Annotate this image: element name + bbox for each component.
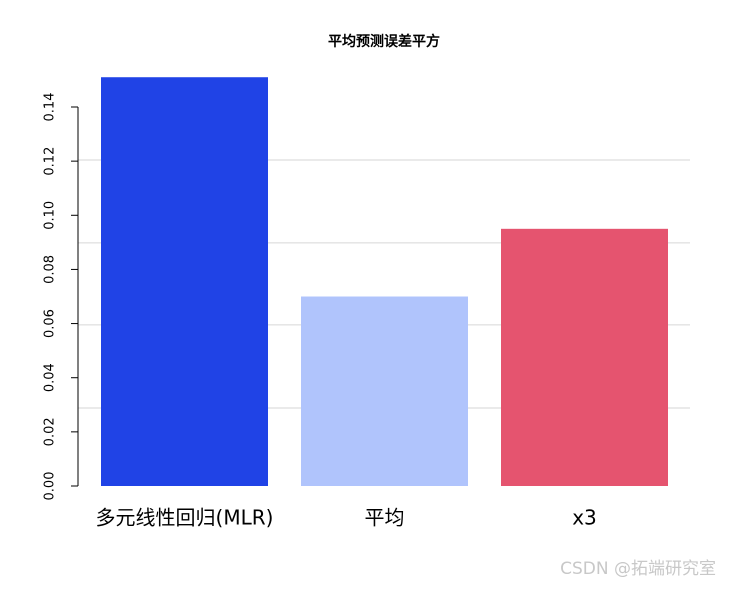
bar [501, 228, 668, 487]
watermark: CSDN @拓端研究室 [560, 559, 716, 579]
x-tick-label: x3 [572, 506, 597, 530]
bar [101, 77, 268, 486]
y-tick-label: 0.12 [43, 147, 58, 176]
y-tick-label: 0.06 [43, 309, 58, 338]
x-tick-label: 平均 [365, 506, 405, 530]
y-tick-label: 0.14 [43, 93, 58, 122]
y-tick-label: 0.08 [43, 255, 58, 284]
y-tick-label: 0.02 [43, 417, 58, 446]
x-tick-label: 多元线性回归(MLR) [96, 506, 274, 530]
chart-title: 平均预测误差平方 [328, 33, 440, 50]
y-tick-label: 0.10 [43, 201, 58, 230]
y-tick-label: 0.04 [43, 363, 58, 392]
y-tick-label: 0.00 [43, 472, 58, 501]
bar [301, 296, 468, 486]
